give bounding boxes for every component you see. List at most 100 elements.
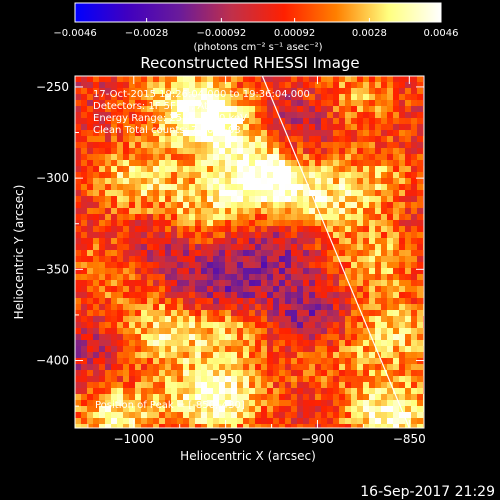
heatmap-cell [231, 280, 237, 286]
heatmap-cell [129, 400, 135, 406]
heatmap-cell [417, 190, 423, 196]
heatmap-cell [387, 166, 393, 172]
heatmap-cell [267, 298, 273, 304]
heatmap-cell [387, 424, 393, 428]
heatmap-cell [81, 322, 87, 328]
heatmap-cell [339, 226, 345, 232]
heatmap-cell [75, 304, 81, 310]
heatmap-cell [387, 346, 393, 352]
heatmap-cell [399, 286, 405, 292]
heatmap-cell [399, 226, 405, 232]
heatmap-cell [279, 412, 285, 418]
heatmap-cell [375, 220, 381, 226]
heatmap-cell [189, 346, 195, 352]
heatmap-cell [303, 316, 309, 322]
heatmap-cell [165, 328, 171, 334]
heatmap-cell [207, 358, 213, 364]
heatmap-cell [399, 316, 405, 322]
heatmap-cell [357, 82, 363, 88]
heatmap-cell [141, 316, 147, 322]
heatmap-cell [327, 388, 333, 394]
heatmap-cell [159, 196, 165, 202]
heatmap-cell [273, 250, 279, 256]
heatmap-cell [87, 394, 93, 400]
heatmap-cell [159, 346, 165, 352]
heatmap-cell [171, 316, 177, 322]
heatmap-cell [87, 364, 93, 370]
heatmap-cell [129, 142, 135, 148]
heatmap-cell [195, 346, 201, 352]
heatmap-cell [291, 124, 297, 130]
heatmap-cell [105, 124, 111, 130]
heatmap-cell [405, 280, 411, 286]
heatmap-cell [219, 136, 225, 142]
heatmap-cell [117, 370, 123, 376]
heatmap-cell [381, 208, 387, 214]
heatmap-cell [147, 148, 153, 154]
heatmap-cell [159, 352, 165, 358]
heatmap-cell [357, 370, 363, 376]
heatmap-cell [267, 286, 273, 292]
heatmap-cell [177, 172, 183, 178]
heatmap-cell [381, 346, 387, 352]
heatmap-cell [285, 316, 291, 322]
heatmap-cell [243, 322, 249, 328]
heatmap-cell [75, 118, 81, 124]
heatmap-cell [303, 130, 309, 136]
heatmap-cell [399, 364, 405, 370]
heatmap-cell [135, 310, 141, 316]
heatmap-cell [345, 340, 351, 346]
heatmap-cell [303, 244, 309, 250]
heatmap-cell [135, 160, 141, 166]
heatmap-cell [375, 214, 381, 220]
heatmap-cell [159, 376, 165, 382]
heatmap-cell [345, 304, 351, 310]
heatmap-cell [321, 196, 327, 202]
heatmap-cell [243, 424, 249, 428]
heatmap-cell [141, 142, 147, 148]
heatmap-cell [237, 148, 243, 154]
heatmap-cell [171, 370, 177, 376]
heatmap-cell [327, 238, 333, 244]
heatmap-cell [285, 280, 291, 286]
heatmap-cell [249, 208, 255, 214]
heatmap-cell [255, 142, 261, 148]
heatmap-cell [117, 220, 123, 226]
heatmap-cell [339, 328, 345, 334]
heatmap-cell [135, 400, 141, 406]
heatmap-cell [177, 160, 183, 166]
heatmap-cell [303, 412, 309, 418]
heatmap-cell [267, 100, 273, 106]
heatmap-cell [351, 76, 357, 82]
heatmap-cell [207, 262, 213, 268]
heatmap-cell [387, 106, 393, 112]
heatmap-cell [105, 160, 111, 166]
heatmap-cell [141, 148, 147, 154]
heatmap-cell [81, 340, 87, 346]
heatmap-cell [291, 82, 297, 88]
heatmap-cell [159, 418, 165, 424]
heatmap-cell [417, 94, 423, 100]
heatmap-cell [153, 292, 159, 298]
heatmap-cell [111, 322, 117, 328]
heatmap-cell [267, 130, 273, 136]
heatmap-cell [153, 208, 159, 214]
heatmap-cell [177, 178, 183, 184]
heatmap-cell [399, 178, 405, 184]
heatmap-cell [345, 190, 351, 196]
heatmap-cell [333, 298, 339, 304]
heatmap-cell [321, 100, 327, 106]
heatmap-cell [351, 190, 357, 196]
heatmap-cell [333, 76, 339, 82]
heatmap-cell [237, 142, 243, 148]
heatmap-cell [351, 130, 357, 136]
heatmap-cell [363, 136, 369, 142]
heatmap-cell [327, 250, 333, 256]
heatmap-cell [249, 286, 255, 292]
heatmap-cell [249, 184, 255, 190]
heatmap-cell [177, 124, 183, 130]
heatmap-cell [207, 106, 213, 112]
x-tick-label: −1000 [113, 432, 154, 446]
heatmap-cell [165, 130, 171, 136]
heatmap-cell [135, 418, 141, 424]
